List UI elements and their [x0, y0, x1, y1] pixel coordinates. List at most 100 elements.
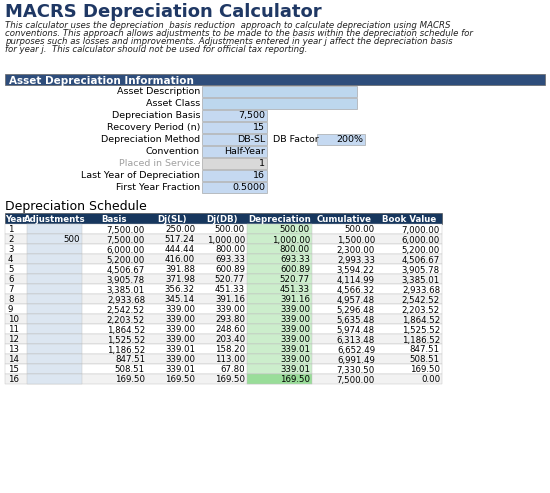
Text: 4,506.67: 4,506.67: [402, 255, 440, 265]
Bar: [5, 74, 545, 85]
Text: 2,542.52: 2,542.52: [402, 295, 440, 305]
Text: 4,566.32: 4,566.32: [337, 285, 375, 294]
Bar: [27, 264, 82, 274]
Text: 3,594.22: 3,594.22: [337, 266, 375, 275]
Text: conventions. This approach allows adjustments to be made to the basis within the: conventions. This approach allows adjust…: [5, 29, 473, 38]
Bar: [247, 374, 312, 384]
Bar: [247, 264, 312, 274]
Text: 693.33: 693.33: [215, 255, 245, 265]
Text: 600.89: 600.89: [280, 266, 310, 275]
Bar: [27, 314, 82, 324]
Text: 1,864.52: 1,864.52: [107, 325, 145, 334]
Text: Depreciation: Depreciation: [248, 214, 311, 223]
Text: 339.00: 339.00: [280, 325, 310, 334]
Bar: [247, 314, 312, 324]
Text: 0.5000: 0.5000: [232, 183, 265, 192]
Text: 693.33: 693.33: [280, 255, 310, 265]
Text: 500.00: 500.00: [280, 225, 310, 235]
Bar: [5, 334, 442, 344]
Text: Book Value: Book Value: [382, 214, 437, 223]
Text: 356.32: 356.32: [165, 285, 195, 294]
Text: 6: 6: [8, 276, 14, 284]
Bar: [5, 234, 442, 244]
Bar: [5, 324, 442, 334]
Bar: [27, 304, 82, 314]
Bar: [27, 334, 82, 344]
Text: 67.80: 67.80: [221, 365, 245, 375]
Bar: [317, 134, 365, 145]
Bar: [202, 98, 357, 109]
Text: 800.00: 800.00: [215, 246, 245, 254]
Bar: [247, 364, 312, 374]
Text: Depreciation Basis: Depreciation Basis: [112, 111, 200, 120]
Bar: [27, 364, 82, 374]
Bar: [5, 374, 442, 384]
Text: Year: Year: [6, 214, 27, 223]
Text: 391.16: 391.16: [215, 295, 245, 305]
Text: 520.77: 520.77: [280, 276, 310, 284]
Text: 6,991.49: 6,991.49: [337, 355, 375, 364]
Text: 1: 1: [8, 225, 14, 235]
Text: 339.00: 339.00: [280, 336, 310, 345]
Text: 3: 3: [8, 246, 14, 254]
Text: 1,186.52: 1,186.52: [107, 346, 145, 354]
Text: 520.77: 520.77: [215, 276, 245, 284]
Text: 339.00: 339.00: [165, 355, 195, 364]
Text: 14: 14: [8, 355, 19, 364]
Text: 1,525.52: 1,525.52: [107, 336, 145, 345]
Text: 2,300.00: 2,300.00: [337, 246, 375, 254]
Text: 339.00: 339.00: [165, 336, 195, 345]
Bar: [27, 344, 82, 354]
Text: Adjustments: Adjustments: [24, 214, 85, 223]
Text: 500: 500: [63, 236, 80, 245]
Text: 6,000.00: 6,000.00: [107, 246, 145, 254]
Text: 8: 8: [8, 295, 14, 305]
Bar: [5, 354, 442, 364]
Text: Last Year of Depreciation: Last Year of Depreciation: [81, 171, 200, 180]
Bar: [5, 364, 442, 374]
Bar: [202, 110, 267, 121]
Text: 7,330.50: 7,330.50: [337, 365, 375, 375]
Text: 10: 10: [8, 316, 19, 324]
Bar: [27, 284, 82, 294]
Text: 203.40: 203.40: [215, 336, 245, 345]
Text: 847.51: 847.51: [410, 346, 440, 354]
Text: 200%: 200%: [336, 135, 363, 144]
Text: Recovery Period (n): Recovery Period (n): [107, 123, 200, 132]
Text: 4,957.48: 4,957.48: [337, 295, 375, 305]
Text: 1,500.00: 1,500.00: [337, 236, 375, 245]
Text: 3,385.01: 3,385.01: [107, 285, 145, 294]
Text: 169.50: 169.50: [410, 365, 440, 375]
Text: 158.20: 158.20: [215, 346, 245, 354]
Text: 5: 5: [8, 266, 14, 275]
Text: 847.51: 847.51: [115, 355, 145, 364]
Text: 339.01: 339.01: [280, 346, 310, 354]
Text: 16: 16: [253, 171, 265, 180]
Bar: [5, 284, 442, 294]
Text: 339.00: 339.00: [280, 306, 310, 315]
Text: for year j.  This calculator should not be used for official tax reporting.: for year j. This calculator should not b…: [5, 45, 307, 54]
Text: 7,500.00: 7,500.00: [337, 376, 375, 385]
Text: 600.89: 600.89: [215, 266, 245, 275]
Text: 345.14: 345.14: [165, 295, 195, 305]
Text: 4,114.99: 4,114.99: [337, 276, 375, 284]
Bar: [5, 294, 442, 304]
Bar: [202, 182, 267, 193]
Text: 169.50: 169.50: [280, 376, 310, 385]
Bar: [202, 86, 357, 97]
Text: 500.00: 500.00: [345, 225, 375, 235]
Bar: [27, 234, 82, 244]
Text: Dj(DB): Dj(DB): [206, 214, 238, 223]
Text: 371.98: 371.98: [165, 276, 195, 284]
Text: 293.80: 293.80: [215, 316, 245, 324]
Bar: [247, 234, 312, 244]
Text: Dj(SL): Dj(SL): [157, 214, 187, 223]
Bar: [5, 304, 442, 314]
Text: 3,385.01: 3,385.01: [402, 276, 440, 284]
Bar: [5, 344, 442, 354]
Text: 800.00: 800.00: [280, 246, 310, 254]
Bar: [27, 354, 82, 364]
Text: 1,186.52: 1,186.52: [402, 336, 440, 345]
Bar: [247, 304, 312, 314]
Text: DB-SL: DB-SL: [236, 135, 265, 144]
